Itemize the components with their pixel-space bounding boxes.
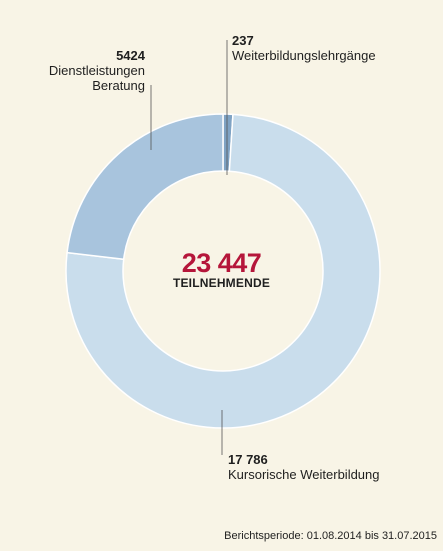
slice-dienstleistungen-beratung xyxy=(66,113,224,261)
slice-name: Weiterbildungslehrgänge xyxy=(232,48,376,63)
slice-name-line-1: Dienstleistungen xyxy=(48,63,145,78)
total-value: 23 447 xyxy=(181,248,262,278)
total-label: TEILNEHMENDE xyxy=(172,276,271,290)
label-kursorische-weiterbildung: 17 786 Kursorische Weiterbildung xyxy=(228,452,380,482)
donut-slices xyxy=(65,113,381,429)
slice-name: Kursorische Weiterbildung xyxy=(228,467,380,482)
slice-kursorische-weiterbildung xyxy=(65,113,381,429)
slice-value: 17 786 xyxy=(228,452,268,467)
label-weiterbildungslehrgaenge: 237 Weiterbildungslehrgänge xyxy=(232,33,376,63)
report-period: Berichtsperiode: 01.08.2014 bis 31.07.20… xyxy=(224,530,437,542)
label-dienstleistungen-beratung: 5424 Dienstleistungen Beratung xyxy=(49,48,145,93)
leader-lines xyxy=(150,40,228,455)
slice-value: 237 xyxy=(232,33,254,48)
slice-name-line-2: Beratung xyxy=(92,78,145,93)
slice-value: 5424 xyxy=(116,48,145,63)
